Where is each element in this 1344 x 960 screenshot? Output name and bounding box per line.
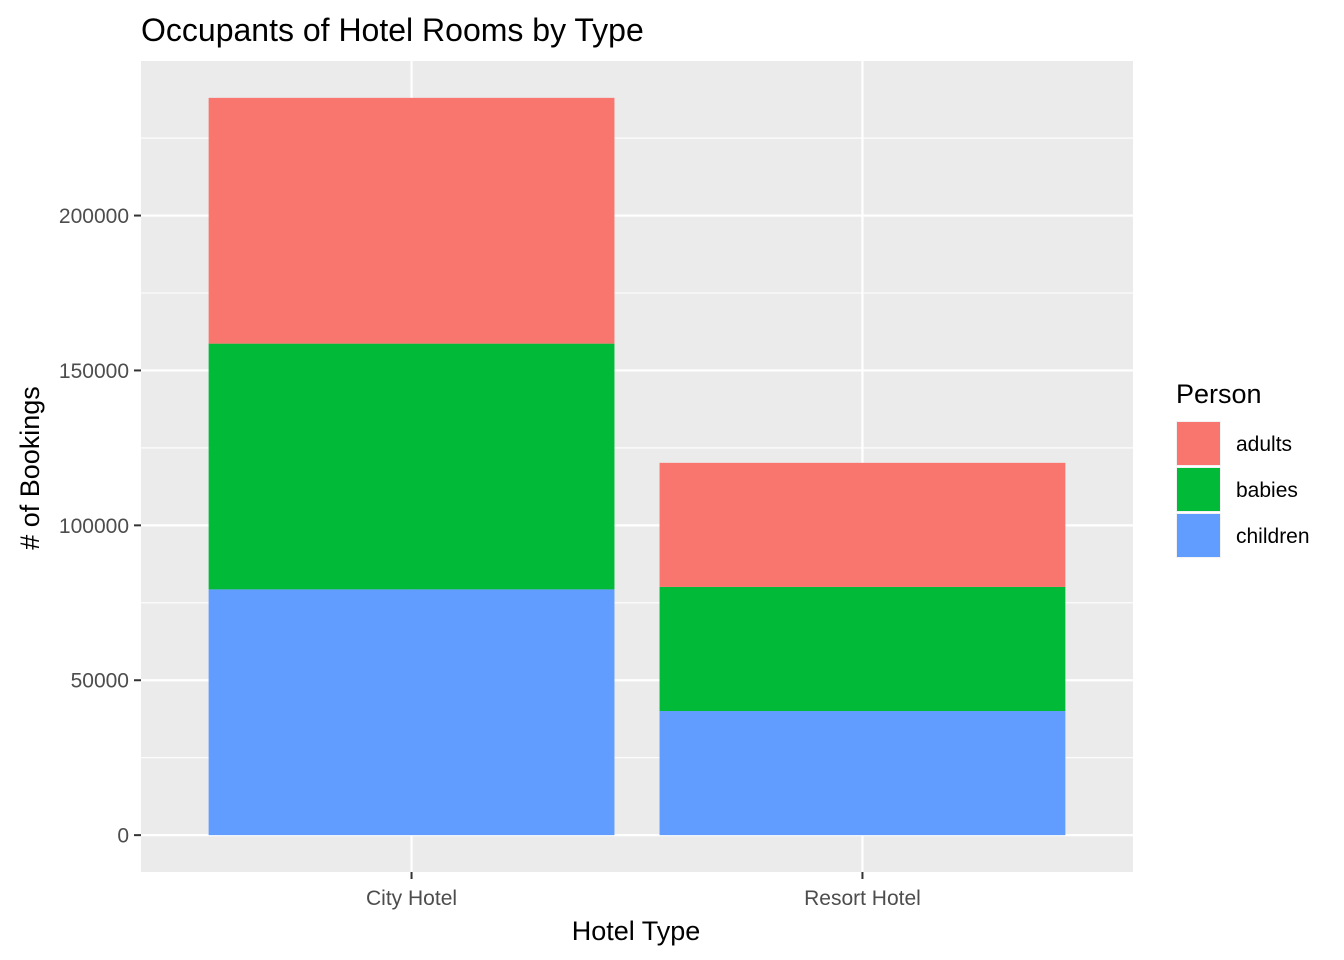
- legend-title: Person: [1176, 379, 1262, 409]
- bar-segment-adults: [659, 462, 1066, 587]
- legend-label: children: [1236, 525, 1310, 548]
- y-tick-label: 50000: [71, 670, 129, 693]
- y-tick-label: 150000: [59, 360, 129, 383]
- legend-swatch-babies: [1177, 468, 1220, 511]
- y-tick-label: 200000: [59, 205, 129, 228]
- bar-segment-children: [659, 711, 1066, 836]
- bar-segment-babies: [208, 343, 615, 590]
- x-tick-label: Resort Hotel: [804, 887, 921, 910]
- x-axis-title: Hotel Type: [572, 916, 701, 946]
- bar-segment-babies: [659, 586, 1066, 712]
- chart-title: Occupants of Hotel Rooms by Type: [141, 12, 644, 48]
- x-axis: City Hotel Resort Hotel: [366, 872, 921, 910]
- y-axis-title: # of Bookings: [15, 386, 45, 550]
- legend-label: babies: [1236, 479, 1298, 502]
- legend-swatch-adults: [1177, 422, 1220, 465]
- y-tick-label: 0: [117, 825, 129, 848]
- y-tick-label: 100000: [59, 515, 129, 538]
- bars: [208, 97, 1066, 836]
- bar-segment-children: [208, 589, 615, 836]
- x-tick-label: City Hotel: [366, 887, 457, 910]
- y-axis: 0 50000 100000 150000 200000: [59, 205, 141, 848]
- legend-swatch-children: [1177, 514, 1220, 557]
- legend: Person adults babies children: [1176, 379, 1310, 558]
- bar-segment-adults: [208, 97, 615, 344]
- legend-label: adults: [1236, 433, 1292, 456]
